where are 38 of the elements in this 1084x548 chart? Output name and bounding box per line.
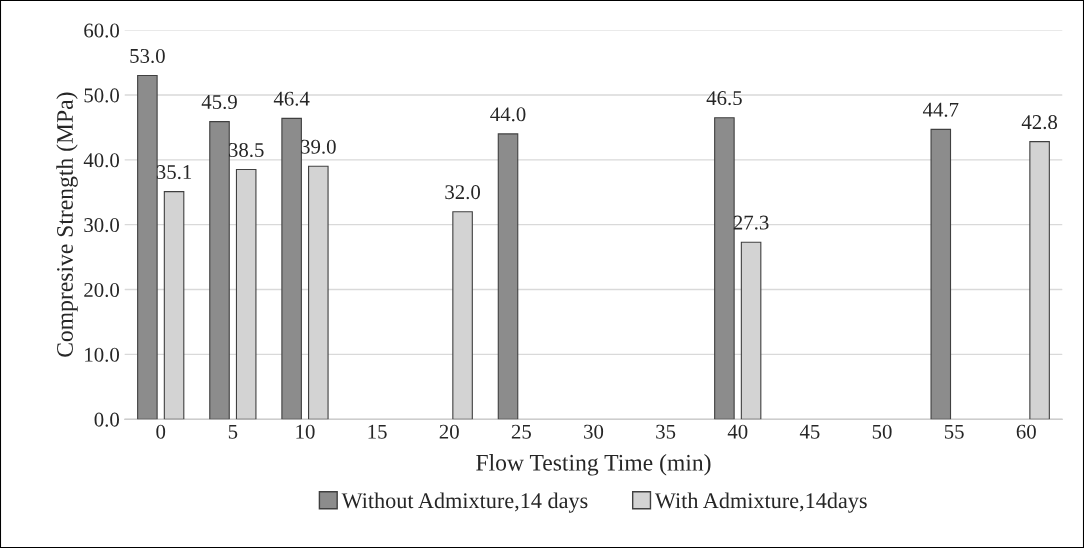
x-tick-label: 35	[656, 424, 676, 439]
bar	[714, 117, 735, 420]
y-tick-label: 10.0	[85, 347, 119, 362]
x-tick-label: 0	[156, 424, 166, 439]
x-tick-label: 5	[228, 424, 238, 439]
data-label: 45.9	[201, 95, 237, 110]
y-tick-label: 0.0	[94, 412, 119, 427]
y-tick-label: 50.0	[84, 88, 119, 103]
x-tick-label: 45	[799, 424, 820, 439]
data-label: 42.8	[1021, 115, 1058, 130]
bar	[137, 74, 158, 420]
y-tick-label: 30.0	[84, 218, 119, 233]
x-tick-label: 15	[368, 424, 387, 439]
y-tick-label: 20.0	[84, 282, 119, 298]
x-tick-label: 50	[872, 424, 892, 439]
x-tick-label: 40	[727, 424, 748, 439]
x-tick-label: 30	[584, 424, 604, 439]
bar	[930, 128, 952, 420]
data-label: 44.7	[922, 102, 959, 117]
data-label: 44.0	[490, 107, 526, 122]
x-tick-label: 25	[511, 424, 531, 439]
legend-label: With Admixture,14days	[654, 492, 867, 513]
data-label: 46.4	[273, 91, 310, 106]
x-tick-label: 60	[1016, 424, 1036, 439]
x-axis-title: Flow Testing Time (min)	[476, 454, 711, 476]
y-axis-title: Compresive Strength (MPa)	[56, 92, 78, 357]
y-tick-label: 60.0	[84, 23, 119, 38]
bar	[497, 133, 519, 420]
y-tick-label: 40.0	[83, 153, 119, 168]
x-tick-label: 10	[296, 424, 315, 439]
x-tick-label: 20	[439, 424, 459, 439]
data-label: 32.0	[445, 185, 481, 200]
data-label: 46.5	[706, 91, 742, 106]
bar	[281, 117, 302, 420]
bar	[209, 121, 230, 420]
data-label: 53.0	[130, 48, 165, 64]
legend-label: Without Admixture,14 days	[341, 492, 588, 513]
x-tick-label: 55	[944, 424, 964, 439]
